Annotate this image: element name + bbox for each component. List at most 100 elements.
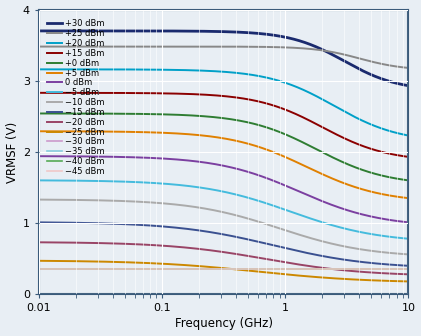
−40 dBm [317,266,322,270]
+20 dBm [251,73,256,77]
−15 dBm [261,241,266,245]
Line: −25 dBm: −25 dBm [39,261,408,282]
−15 dBm [317,253,322,257]
−15 dBm [354,259,360,263]
−10 dBm [59,198,64,202]
0 dBm [406,220,411,224]
Line: 0 dBm: 0 dBm [39,156,408,222]
+15 dBm [251,98,256,102]
−35 dBm [59,266,64,270]
Line: +25 dBm: +25 dBm [39,47,408,68]
Line: +20 dBm: +20 dBm [39,69,408,135]
−25 dBm [272,271,277,275]
−25 dBm [261,270,266,274]
+30 dBm [317,46,322,50]
−25 dBm [36,259,41,263]
+20 dBm [354,116,360,120]
−20 dBm [317,265,322,269]
−30 dBm [36,266,41,270]
−35 dBm [261,266,266,270]
+0 dBm [406,178,411,182]
−20 dBm [261,256,266,260]
+30 dBm [261,32,266,36]
−40 dBm [272,266,277,270]
−30 dBm [406,266,411,270]
+5 dBm [251,143,256,147]
+20 dBm [317,96,322,100]
−45 dBm [251,266,256,270]
+20 dBm [406,133,411,137]
+25 dBm [36,45,41,49]
+0 dBm [317,149,322,153]
+0 dBm [59,112,64,116]
−5 dBm [354,229,360,234]
Legend: +30 dBm, +25 dBm, +20 dBm, +15 dBm, +0 dBm, +5 dBm, 0 dBm, −5 dBm, −10 dBm, −15 : +30 dBm, +25 dBm, +20 dBm, +15 dBm, +0 d… [47,19,105,176]
+5 dBm [59,129,64,133]
−45 dBm [59,266,64,270]
+20 dBm [272,78,277,82]
−25 dBm [59,259,64,263]
−40 dBm [261,266,266,270]
−15 dBm [251,239,256,243]
+30 dBm [272,33,277,37]
−15 dBm [59,220,64,224]
−5 dBm [36,178,41,182]
−45 dBm [406,266,411,270]
−20 dBm [251,255,256,259]
X-axis label: Frequency (GHz): Frequency (GHz) [175,318,273,330]
−30 dBm [272,266,277,270]
−10 dBm [317,239,322,243]
Line: +15 dBm: +15 dBm [39,93,408,157]
+25 dBm [272,45,277,49]
−40 dBm [354,266,360,270]
−5 dBm [272,204,277,208]
−45 dBm [36,266,41,270]
+25 dBm [251,45,256,49]
Line: −20 dBm: −20 dBm [39,242,408,274]
+5 dBm [272,151,277,155]
+30 dBm [59,29,64,33]
−45 dBm [261,266,266,270]
−35 dBm [251,266,256,270]
−40 dBm [251,266,256,270]
+5 dBm [261,146,266,151]
Line: −5 dBm: −5 dBm [39,180,408,239]
Y-axis label: VRMSF (V): VRMSF (V) [5,121,19,182]
−5 dBm [251,197,256,201]
+25 dBm [354,56,360,60]
+30 dBm [36,29,41,33]
+25 dBm [59,45,64,49]
−35 dBm [272,266,277,270]
−5 dBm [406,237,411,241]
−20 dBm [406,272,411,276]
−15 dBm [36,220,41,224]
−25 dBm [354,278,360,282]
+30 dBm [354,66,360,70]
−25 dBm [317,275,322,279]
+5 dBm [317,171,322,175]
−30 dBm [59,266,64,270]
Line: +5 dBm: +5 dBm [39,131,408,198]
+15 dBm [317,124,322,128]
+20 dBm [36,67,41,71]
+15 dBm [272,104,277,108]
−25 dBm [406,280,411,284]
−10 dBm [406,252,411,256]
−10 dBm [36,198,41,202]
−30 dBm [261,266,266,270]
0 dBm [317,198,322,202]
−20 dBm [272,258,277,262]
−35 dBm [317,266,322,270]
−35 dBm [36,266,41,270]
−40 dBm [36,266,41,270]
0 dBm [354,211,360,215]
−30 dBm [317,266,322,270]
−45 dBm [317,266,322,270]
−30 dBm [354,266,360,270]
−30 dBm [251,266,256,270]
+30 dBm [406,84,411,88]
+15 dBm [354,142,360,146]
−45 dBm [272,266,277,270]
−10 dBm [261,221,266,225]
−5 dBm [59,178,64,182]
